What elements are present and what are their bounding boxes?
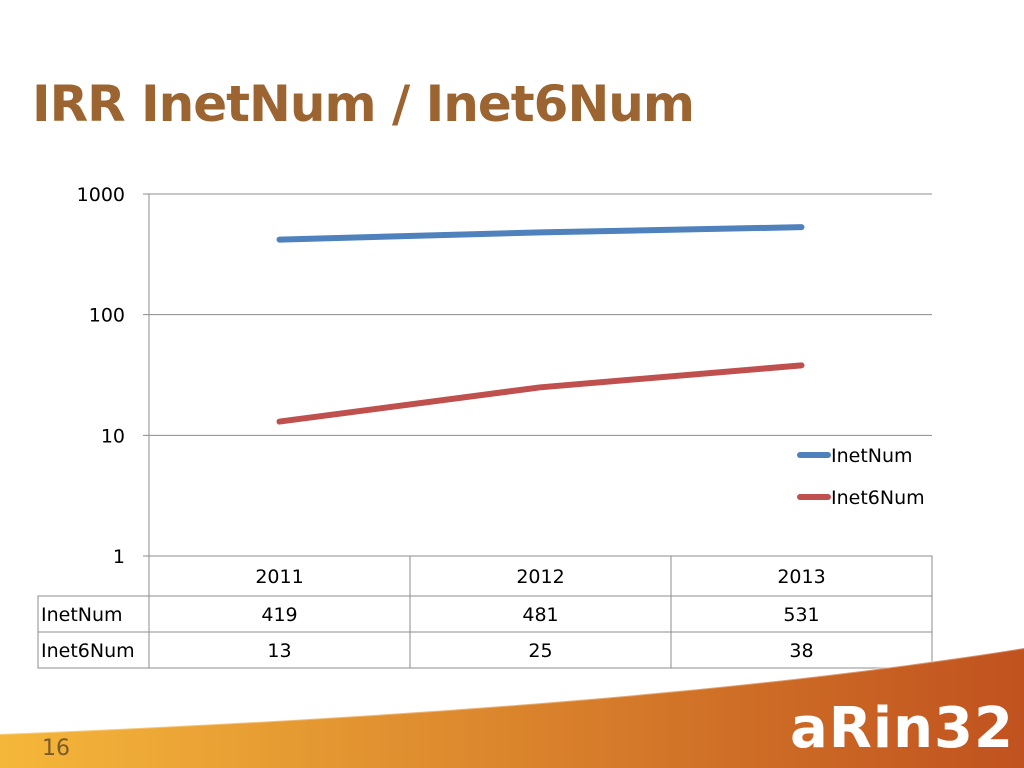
y-tick-label: 1000 (77, 184, 125, 206)
table-value-cell: 481 (522, 604, 558, 626)
svg-text:aRin32: aRin32 (790, 696, 1014, 759)
table-value-cell: 531 (783, 604, 819, 626)
gridlines (143, 193, 932, 557)
table-row-label: Inet6Num (41, 640, 135, 662)
table-value-cell: 419 (261, 604, 297, 626)
table-category-cell: 2013 (777, 566, 825, 588)
axes: 1 10 100 1000 (77, 184, 150, 568)
table-category-cell: 2012 (516, 566, 564, 588)
table-category-cell: 2011 (255, 566, 303, 588)
data-table: 2011 2012 2013 InetNum 419 481 531 Inet6Num 13 25… (37, 555, 933, 669)
legend-label: Inet6Num (831, 487, 925, 509)
arin32-logo: aRin32 (790, 696, 1014, 759)
series-line-inetnum (276, 224, 805, 243)
y-tick-label: 10 (101, 425, 125, 447)
y-tick-label: 1 (113, 546, 125, 568)
table-value-cell: 25 (528, 640, 552, 662)
series-line-inet6num (276, 362, 805, 425)
table-value-cell: 38 (789, 640, 813, 662)
series-lines (276, 224, 805, 425)
table-row-label: InetNum (41, 604, 123, 626)
slide-title: IRR InetNum / Inet6Num (32, 75, 695, 133)
legend-label: InetNum (831, 445, 913, 467)
slide-number: 16 (42, 736, 70, 761)
legend: InetNum Inet6Num (797, 445, 925, 509)
y-tick-label: 100 (89, 305, 125, 327)
table-value-cell: 13 (267, 640, 291, 662)
